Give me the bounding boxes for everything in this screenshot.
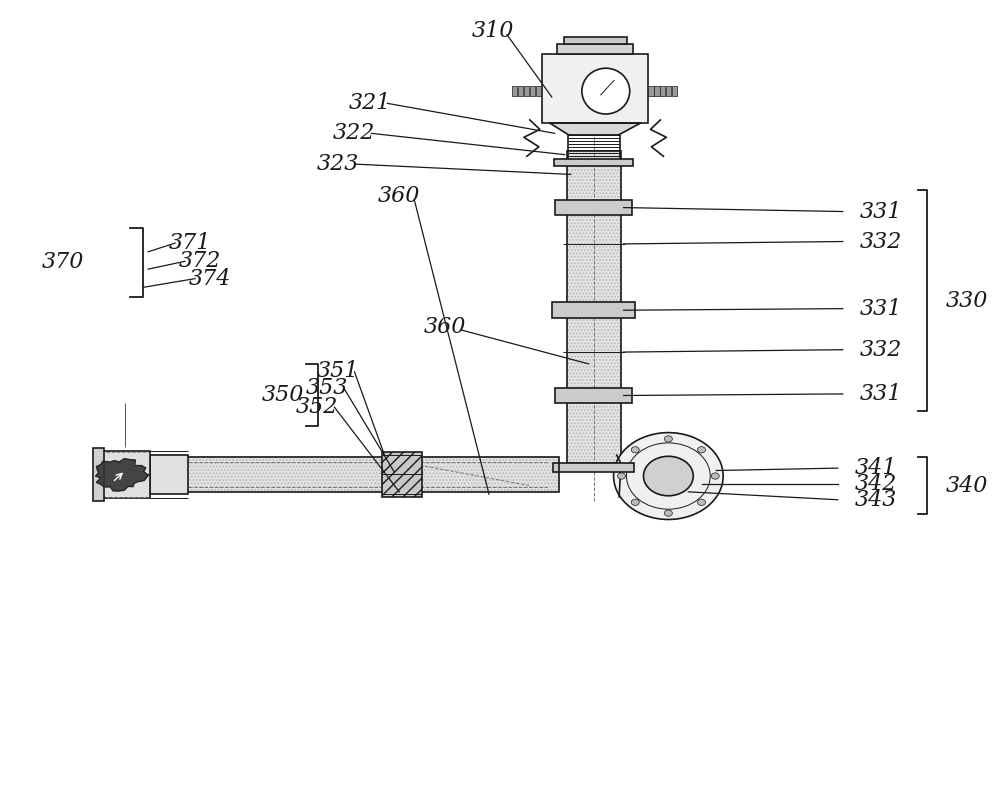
Text: 330: 330 — [945, 290, 988, 312]
Circle shape — [664, 510, 672, 517]
Circle shape — [698, 447, 705, 453]
Circle shape — [618, 473, 626, 479]
Text: 331: 331 — [860, 383, 902, 405]
Text: 371: 371 — [169, 232, 211, 254]
Text: 360: 360 — [424, 316, 466, 338]
Text: 310: 310 — [472, 20, 514, 42]
Bar — [654, 86, 660, 96]
Bar — [168, 457, 559, 492]
Text: 323: 323 — [316, 153, 359, 175]
Polygon shape — [550, 123, 640, 135]
Text: 321: 321 — [349, 93, 392, 115]
Bar — [564, 37, 627, 44]
Text: 352: 352 — [295, 396, 338, 418]
Text: 331: 331 — [860, 297, 902, 320]
Bar — [524, 86, 529, 96]
Circle shape — [631, 447, 639, 453]
Bar — [552, 302, 635, 318]
Bar — [555, 199, 632, 215]
Ellipse shape — [582, 68, 630, 114]
Text: 322: 322 — [332, 123, 375, 144]
Bar — [100, 451, 150, 498]
Bar — [672, 86, 677, 96]
Bar — [555, 388, 632, 403]
Polygon shape — [96, 459, 149, 491]
Bar — [382, 452, 422, 497]
Text: 350: 350 — [262, 384, 304, 406]
Circle shape — [698, 499, 705, 505]
Bar — [518, 86, 523, 96]
Bar — [168, 457, 559, 492]
Text: 341: 341 — [855, 457, 897, 479]
Circle shape — [643, 456, 693, 496]
Bar — [567, 151, 621, 463]
Text: 332: 332 — [860, 230, 902, 252]
Text: 342: 342 — [855, 473, 897, 495]
Text: 372: 372 — [179, 250, 221, 272]
Bar — [660, 86, 665, 96]
Circle shape — [614, 433, 723, 520]
Bar — [530, 86, 535, 96]
Text: 340: 340 — [945, 475, 988, 497]
Text: 351: 351 — [316, 360, 359, 382]
Bar — [536, 86, 541, 96]
Text: 332: 332 — [860, 339, 902, 361]
Bar — [512, 86, 517, 96]
Text: 331: 331 — [860, 201, 902, 222]
Text: 360: 360 — [378, 185, 420, 206]
Bar — [93, 448, 104, 501]
Circle shape — [631, 499, 639, 505]
Bar — [542, 54, 648, 123]
Text: 370: 370 — [41, 252, 84, 274]
Bar — [150, 455, 188, 494]
Text: 343: 343 — [855, 489, 897, 511]
Bar — [557, 44, 633, 54]
Text: 374: 374 — [189, 267, 231, 290]
Circle shape — [664, 436, 672, 442]
Bar — [553, 463, 634, 472]
Bar — [554, 159, 633, 166]
Bar — [666, 86, 671, 96]
Circle shape — [711, 473, 719, 479]
Bar — [567, 151, 621, 463]
Text: 353: 353 — [305, 377, 348, 399]
Bar — [648, 86, 654, 96]
